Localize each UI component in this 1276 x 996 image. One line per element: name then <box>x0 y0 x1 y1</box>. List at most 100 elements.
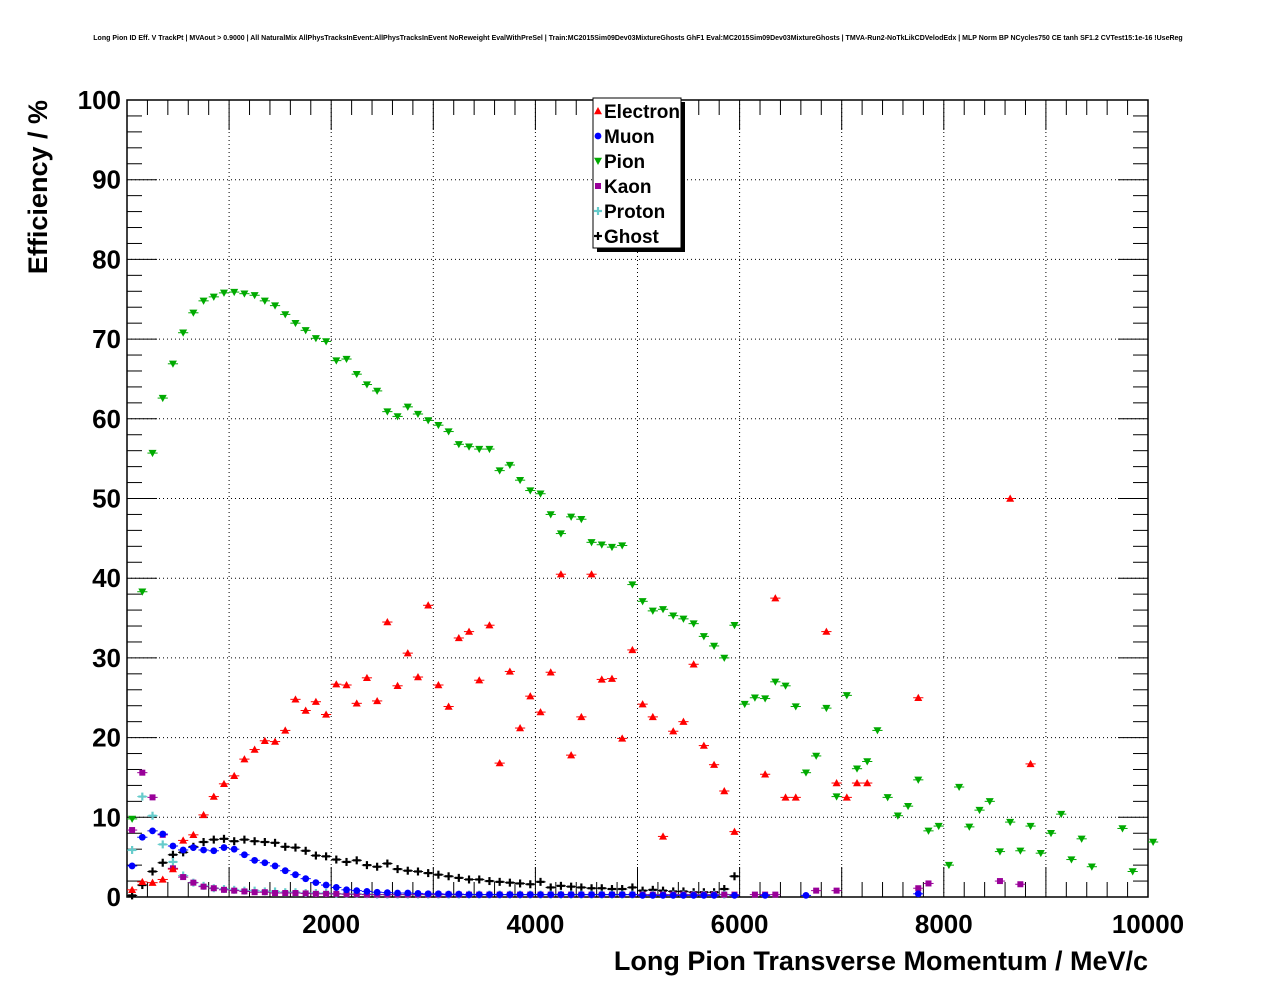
data-point <box>342 857 351 866</box>
series-pion <box>127 288 1159 876</box>
data-point <box>393 413 402 421</box>
data-point <box>915 885 922 892</box>
data-point <box>260 838 269 847</box>
data-point <box>311 851 320 860</box>
data-point <box>1016 847 1025 855</box>
data-point <box>863 779 872 787</box>
data-point <box>210 885 217 892</box>
data-point <box>465 627 474 635</box>
data-point <box>985 798 994 806</box>
data-point <box>822 704 831 713</box>
data-point <box>526 891 534 899</box>
data-point <box>282 890 289 897</box>
data-point <box>362 381 371 389</box>
data-point <box>383 618 392 626</box>
data-point <box>445 890 453 898</box>
data-point <box>965 823 974 831</box>
data-point <box>281 867 289 875</box>
data-point <box>772 891 779 898</box>
data-point <box>311 335 320 343</box>
data-point <box>393 865 402 874</box>
data-point <box>801 769 810 777</box>
data-point <box>628 581 637 589</box>
data-point <box>536 490 545 498</box>
data-point <box>434 680 443 689</box>
data-point <box>567 751 576 759</box>
data-point <box>353 887 361 895</box>
legend-marker-kaon <box>595 183 601 189</box>
y-tick-label: 90 <box>92 165 121 195</box>
data-point <box>587 539 596 547</box>
data-point <box>138 833 146 841</box>
data-point <box>1067 856 1076 864</box>
data-point <box>607 674 616 682</box>
data-point <box>240 835 249 844</box>
data-point <box>475 875 484 884</box>
data-point <box>710 760 719 768</box>
data-point <box>648 607 657 615</box>
data-point <box>139 769 146 776</box>
data-point <box>332 884 340 891</box>
data-point <box>628 883 637 892</box>
data-point <box>169 842 177 850</box>
data-point <box>301 327 310 335</box>
data-point <box>475 676 484 684</box>
data-point <box>200 883 207 890</box>
data-point <box>588 891 595 899</box>
data-point <box>537 891 544 899</box>
data-point <box>914 776 923 784</box>
data-point <box>526 880 535 889</box>
data-point <box>454 441 463 449</box>
data-point <box>271 838 280 847</box>
data-point <box>281 311 290 319</box>
y-tick-label: 40 <box>92 563 121 593</box>
data-point <box>179 329 188 337</box>
y-tick-label: 60 <box>92 404 121 434</box>
data-point <box>189 830 198 839</box>
legend-label-proton: Proton <box>604 202 665 223</box>
data-point <box>148 811 157 820</box>
data-point <box>332 357 341 365</box>
data-point <box>291 695 300 703</box>
data-point <box>220 844 228 851</box>
data-point <box>342 355 351 364</box>
data-point <box>659 832 668 840</box>
data-point <box>567 882 576 891</box>
data-point <box>424 601 433 609</box>
data-point <box>536 877 545 886</box>
data-point <box>904 802 913 811</box>
data-point <box>373 387 382 395</box>
data-point <box>383 889 391 897</box>
series-muon <box>127 827 924 899</box>
data-point <box>1026 759 1035 768</box>
data-point <box>199 297 208 305</box>
data-point <box>209 293 218 301</box>
data-point <box>495 759 504 767</box>
data-point <box>199 838 208 847</box>
data-point <box>403 649 412 657</box>
legend-box <box>592 97 682 249</box>
data-point <box>342 680 351 689</box>
data-point <box>1026 822 1035 831</box>
data-point <box>526 487 535 495</box>
data-point <box>995 848 1004 856</box>
data-point <box>251 856 259 864</box>
data-point <box>209 792 218 800</box>
data-point <box>322 852 331 861</box>
data-point <box>465 891 473 899</box>
x-tick-label: 8000 <box>915 909 973 939</box>
data-point <box>353 891 360 898</box>
data-point <box>179 836 188 844</box>
data-point <box>333 890 340 897</box>
data-point <box>832 779 841 787</box>
data-point <box>343 891 350 898</box>
data-point <box>720 786 729 795</box>
data-point <box>925 880 932 887</box>
data-point <box>190 879 197 886</box>
data-point <box>771 594 780 602</box>
data-point <box>444 872 453 881</box>
data-point <box>495 467 504 475</box>
data-point <box>158 858 167 867</box>
data-point <box>516 879 525 888</box>
data-point <box>577 883 586 892</box>
